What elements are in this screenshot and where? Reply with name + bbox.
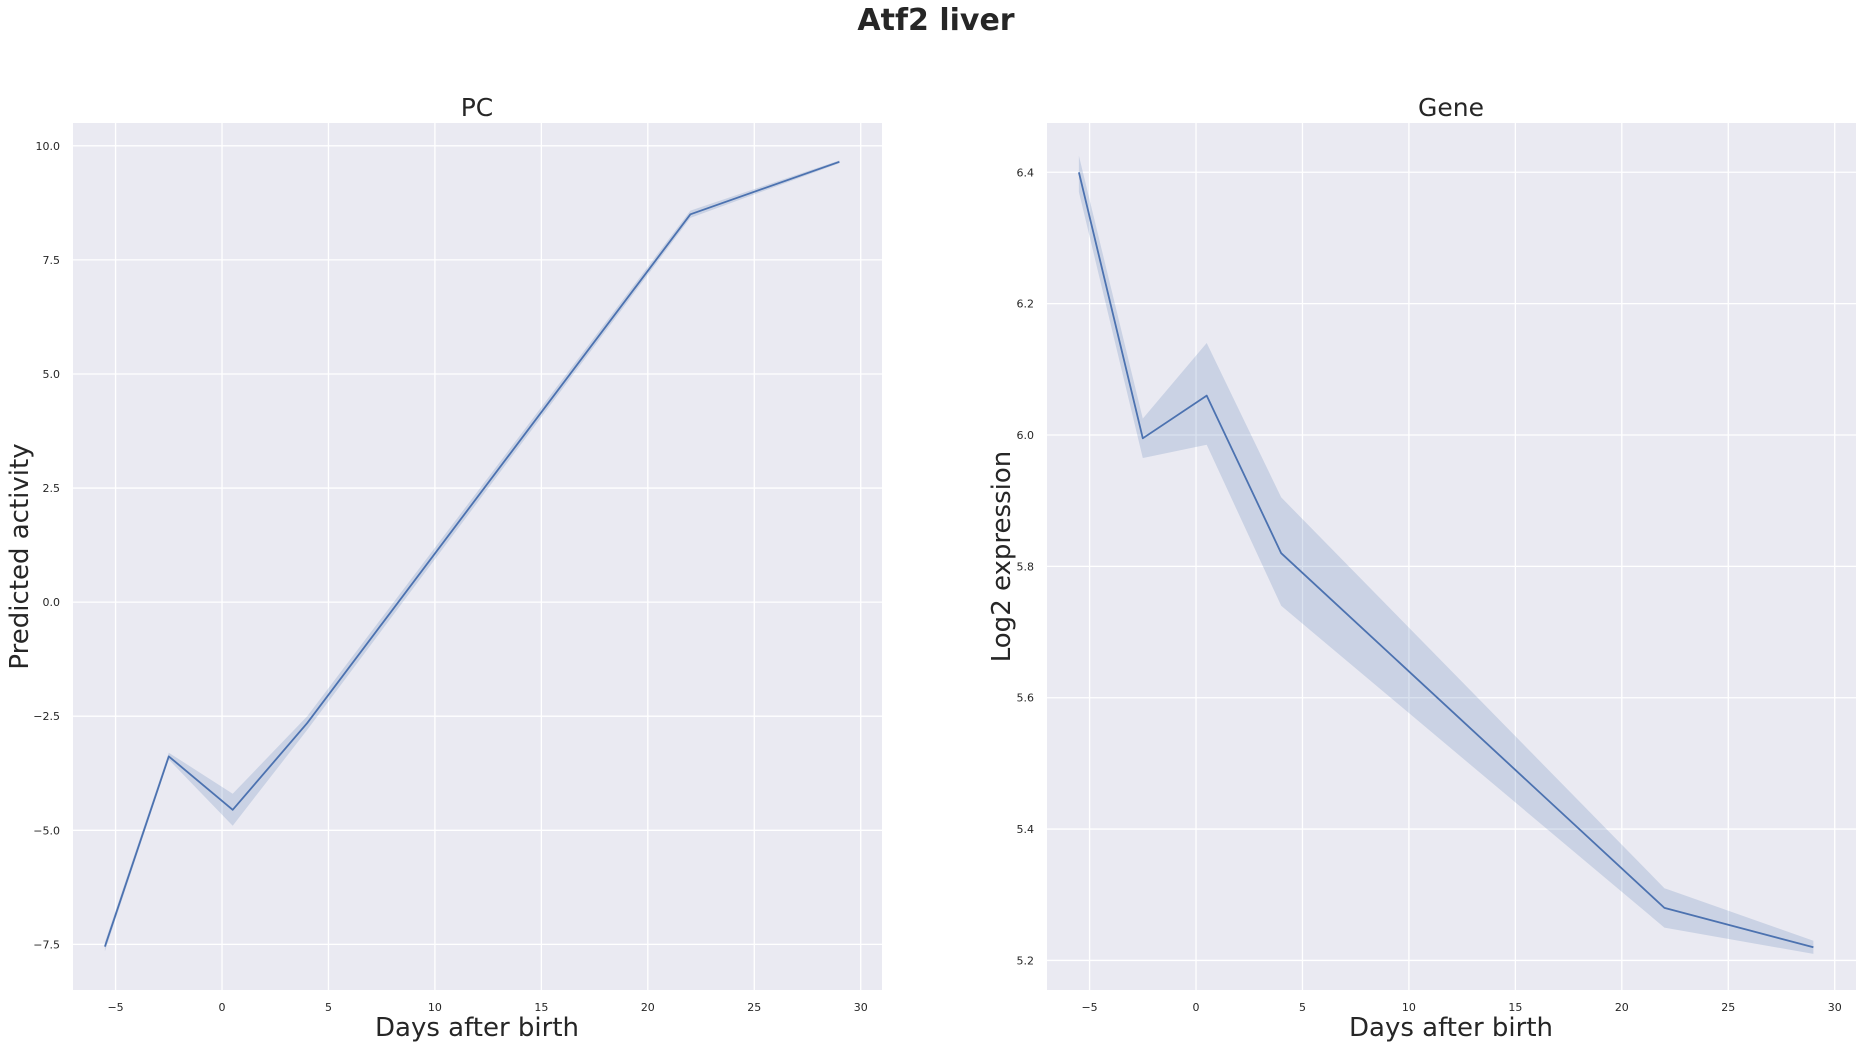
y-tick-label-gene: 5.2 [1017,954,1035,967]
y-tick-label-pc: 5.0 [43,368,61,381]
series-line-pc [104,160,840,947]
y-axis-label-pc: Predicted activity [5,443,35,669]
x-axis-label-pc: Days after birth [375,1013,579,1043]
x-tick-label-pc: 20 [641,1001,655,1014]
x-tick-label-gene: −5 [1081,1001,1097,1014]
y-tick-label-pc: −7.5 [33,938,60,951]
x-tick-label-gene: 15 [1508,1001,1522,1014]
y-tick-label-gene: 5.8 [1017,560,1035,573]
x-tick-label-gene: 5 [1299,1001,1306,1014]
x-tick-label-gene: 30 [1828,1001,1842,1014]
x-tick-label-pc: 0 [219,1001,226,1014]
x-tick-label-pc: 5 [325,1001,332,1014]
chart-title-pc: PC [461,93,494,122]
y-tick-label-pc: 7.5 [43,254,61,267]
chart-gene: −5 0 5 10 15 20 25 30 5.2 5.4 5.6 5.8 6.0 6.2 6.4 Gene D… [987,93,1856,1043]
x-tick-label-gene: 0 [1193,1001,1200,1014]
confidence-band-pc [104,160,840,952]
x-tick-label-gene: 10 [1402,1001,1416,1014]
y-tick-label-gene: 5.4 [1017,823,1035,836]
series-line-gene [1078,172,1814,949]
x-tick-label-pc: 10 [428,1001,442,1014]
y-tick-label-pc: −5.0 [33,824,60,837]
chart-title-gene: Gene [1418,93,1484,122]
y-tick-label-pc: 0.0 [43,596,61,609]
figure-title: Atf2 liver [857,3,1014,38]
plot-area-gene [1047,123,1856,990]
plot-area-pc [73,123,882,990]
y-tick-label-gene: 6.2 [1017,298,1035,311]
y-tick-label-gene: 6.4 [1017,166,1035,179]
chart-pc: −5 0 5 10 15 20 25 30 −7.5 −5.0 −2.5 0.0 2.5 5.0 7.5 10… [5,93,882,1043]
x-tick-label-pc: 25 [747,1001,761,1014]
x-tick-label-pc: 15 [534,1001,548,1014]
y-tick-label-pc: 2.5 [43,482,61,495]
x-tick-label-gene: 25 [1721,1001,1735,1014]
y-tick-label-gene: 6.0 [1017,429,1035,442]
y-tick-label-pc: 10.0 [36,140,61,153]
x-axis-label-gene: Days after birth [1349,1013,1553,1043]
y-tick-label-pc: −2.5 [33,710,60,723]
x-tick-label-pc: 30 [854,1001,868,1014]
x-tick-label-pc: −5 [107,1001,123,1014]
y-tick-label-gene: 5.6 [1017,692,1035,705]
x-tick-label-gene: 20 [1615,1001,1629,1014]
y-axis-label-gene: Log2 expression [987,451,1017,663]
